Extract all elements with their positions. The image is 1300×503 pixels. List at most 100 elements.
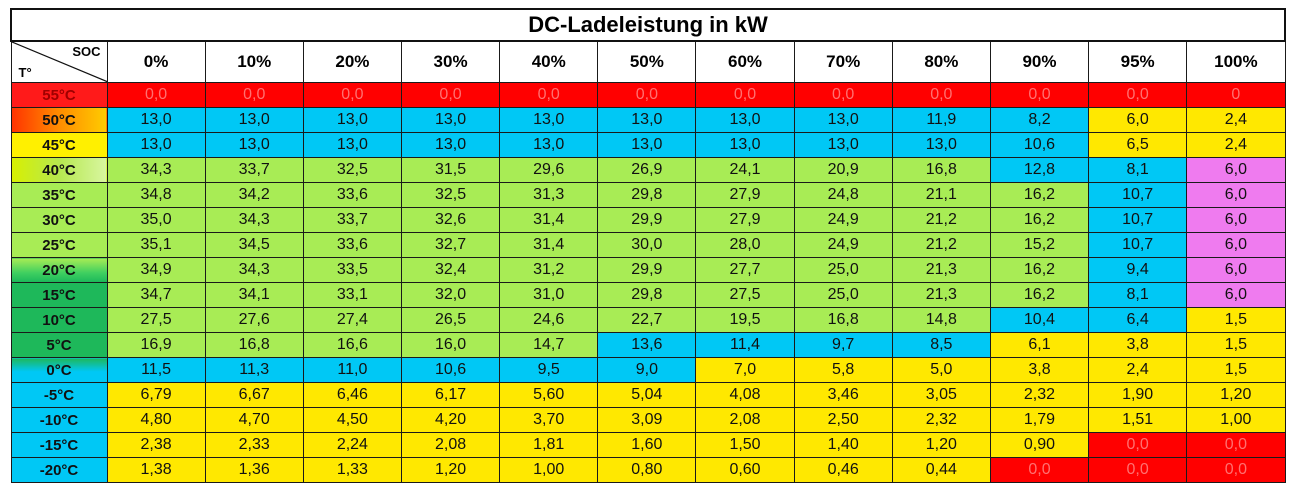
table-row: 0°C 11,5 11,3 11,0 10,6 9,5 9,0 7,0 5,8 5,0 3,8 2,4… (10, 357, 1286, 383)
data-cell: 2,24 (302, 432, 402, 458)
data-cell: 32,5 (400, 182, 501, 208)
data-cell: 13,0 (597, 107, 697, 133)
data-cell: 13,0 (204, 107, 304, 133)
data-cell: 9,4 (1088, 257, 1188, 283)
data-cell: 13,0 (302, 132, 402, 158)
data-cell: 8,2 (989, 107, 1090, 133)
data-cell: 33,6 (302, 182, 402, 208)
data-cell: 34,3 (204, 207, 304, 233)
column-header-soc: 95% (1088, 40, 1188, 83)
data-cell: 3,8 (989, 357, 1090, 383)
data-cell: 27,6 (204, 307, 304, 333)
data-cell: 3,46 (793, 382, 893, 408)
data-cell: 6,5 (1088, 132, 1188, 158)
data-cell: 13,0 (106, 132, 206, 158)
row-header-temperature: 20°C (10, 257, 108, 283)
table-row: 45°C 13,0 13,0 13,0 13,0 13,0 13,0 13,0 13,0 13,0… (10, 132, 1286, 158)
data-cell: 0,0 (891, 82, 991, 108)
data-cell: 1,60 (597, 432, 697, 458)
data-cell: 11,3 (204, 357, 304, 383)
charging-power-table-wrapper: DC-Ladeleistung in kW SOC T° 0% 10% 20% 30%… (10, 8, 1286, 483)
data-cell: 19,5 (695, 307, 795, 333)
data-cell: 0,0 (1088, 432, 1188, 458)
data-cell: 31,5 (400, 157, 501, 183)
data-cell: 21,2 (891, 232, 991, 258)
data-cell: 35,1 (106, 232, 206, 258)
data-cell: 3,09 (597, 407, 697, 433)
table-row: 40°C 34,3 33,7 32,5 31,5 29,6 26,9 24,1 20,9 16,8… (10, 157, 1286, 183)
table-row: -5°C 6,79 6,67 6,46 6,17 5,60 5,04 4,08 3,46 3,05… (10, 382, 1286, 408)
data-cell: 29,8 (597, 282, 697, 308)
data-cell: 32,4 (400, 257, 501, 283)
data-cell: 5,0 (891, 357, 991, 383)
data-cell: 34,3 (106, 157, 206, 183)
data-cell: 34,5 (204, 232, 304, 258)
data-cell: 11,0 (302, 357, 402, 383)
data-cell: 0,0 (793, 82, 893, 108)
data-cell: 6,46 (302, 382, 402, 408)
data-cell: 13,0 (302, 107, 402, 133)
data-cell: 14,7 (499, 332, 599, 358)
data-cell: 29,9 (597, 257, 697, 283)
row-header-temperature: 10°C (10, 307, 108, 333)
data-cell: 2,32 (989, 382, 1090, 408)
data-cell: 27,4 (302, 307, 402, 333)
data-cell: 13,0 (793, 107, 893, 133)
column-header-soc: 60% (695, 40, 795, 83)
data-cell: 32,7 (400, 232, 501, 258)
data-cell: 13,0 (400, 132, 501, 158)
data-cell: 26,5 (400, 307, 501, 333)
data-cell: 24,8 (793, 182, 893, 208)
data-cell: 0,0 (400, 82, 501, 108)
column-header-soc: 0% (106, 40, 206, 83)
data-cell: 6,17 (400, 382, 501, 408)
row-header-temperature: -5°C (10, 382, 108, 408)
data-cell: 6,4 (1088, 307, 1188, 333)
data-cell: 8,1 (1088, 157, 1188, 183)
data-cell: 0 (1186, 82, 1286, 108)
data-cell: 34,1 (204, 282, 304, 308)
data-cell: 2,08 (400, 432, 501, 458)
data-cell: 4,20 (400, 407, 501, 433)
data-cell: 6,67 (204, 382, 304, 408)
data-cell: 16,8 (204, 332, 304, 358)
row-header-temperature: 0°C (10, 357, 108, 383)
data-cell: 0,0 (499, 82, 599, 108)
data-cell: 0,0 (204, 82, 304, 108)
data-cell: 11,4 (695, 332, 795, 358)
corner-soc-label: SOC (72, 44, 101, 59)
row-header-temperature: 45°C (10, 132, 108, 158)
data-cell: 4,50 (302, 407, 402, 433)
data-cell: 13,0 (695, 132, 795, 158)
data-cell: 27,5 (106, 307, 206, 333)
data-cell: 27,9 (695, 207, 795, 233)
data-cell: 2,50 (793, 407, 893, 433)
data-cell: 0,0 (1088, 82, 1188, 108)
data-cell: 1,40 (793, 432, 893, 458)
data-cell: 0,0 (1088, 457, 1188, 483)
row-header-temperature: 35°C (10, 182, 108, 208)
data-cell: 21,3 (891, 282, 991, 308)
data-cell: 24,9 (793, 232, 893, 258)
data-cell: 31,0 (499, 282, 599, 308)
data-cell: 1,81 (499, 432, 599, 458)
data-cell: 6,0 (1186, 157, 1286, 183)
data-cell: 1,38 (106, 457, 206, 483)
data-cell: 1,5 (1186, 332, 1286, 358)
data-cell: 32,0 (400, 282, 501, 308)
data-cell: 0,0 (1186, 457, 1286, 483)
data-cell: 1,5 (1186, 307, 1286, 333)
data-cell: 10,7 (1088, 232, 1188, 258)
data-cell: 3,70 (499, 407, 599, 433)
column-header-soc: 100% (1186, 40, 1286, 83)
data-cell: 2,4 (1186, 107, 1286, 133)
data-cell: 25,0 (793, 282, 893, 308)
data-cell: 0,44 (891, 457, 991, 483)
table-row: 30°C 35,0 34,3 33,7 32,6 31,4 29,9 27,9 24,9 21,2… (10, 207, 1286, 233)
data-cell: 0,90 (989, 432, 1090, 458)
data-cell: 2,08 (695, 407, 795, 433)
data-cell: 2,32 (891, 407, 991, 433)
data-cell: 7,0 (695, 357, 795, 383)
data-cell: 16,2 (989, 182, 1090, 208)
data-cell: 13,0 (204, 132, 304, 158)
